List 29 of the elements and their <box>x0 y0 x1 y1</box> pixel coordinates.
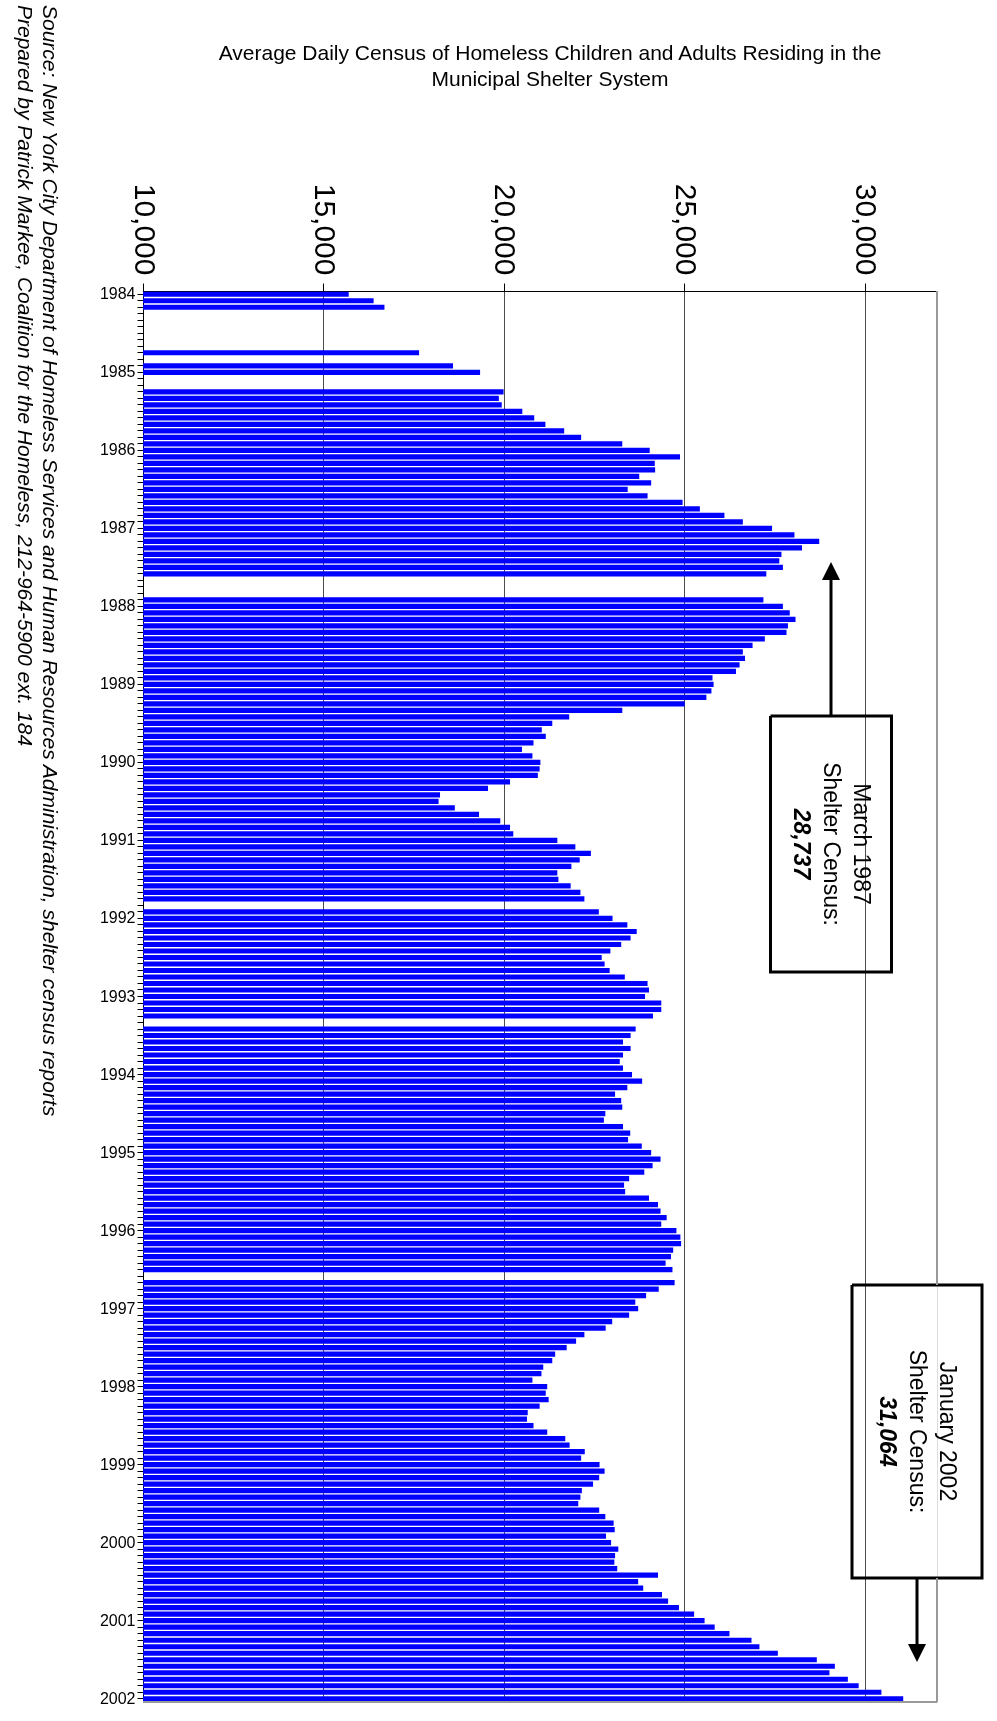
y-tick-label: 1989 <box>99 675 136 693</box>
annotation: March 1987 Shelter Census: 28,737 <box>789 762 875 926</box>
x-tick-label: 30,000 <box>850 183 884 276</box>
y-tick-label: 2000 <box>99 1533 136 1551</box>
text: Prepared by Patrick Markee, Coalition for the Homeless, 212-964-5900 ext. 184 <box>14 5 37 747</box>
x-tick-label: 25,000 <box>669 183 703 276</box>
y-tick-label: 1993 <box>99 987 136 1005</box>
y-tick-label: 2002 <box>99 1689 136 1707</box>
y-tick-label: 1985 <box>99 363 136 381</box>
x-tick-label: 10,000 <box>128 183 162 276</box>
y-tick-label: 2001 <box>99 1611 136 1629</box>
x-tick-label: 20,000 <box>489 183 523 276</box>
y-tick-label: 1988 <box>99 597 136 615</box>
y-tick-label: 1994 <box>99 1065 136 1083</box>
y-tick-label: 1992 <box>99 909 136 927</box>
source-note: Source: New York City Department of Homeless Services and Human Resources Administration, shelter census reports <box>39 5 62 1117</box>
y-tick-label: 1984 <box>99 285 136 303</box>
y-tick-label: 1986 <box>99 441 136 459</box>
y-tick-label: 1991 <box>99 831 136 849</box>
annotation: January 2002 Shelter Census: 31,064 <box>875 1349 961 1514</box>
x-tick-label: 15,000 <box>308 183 342 276</box>
y-tick-label: 1999 <box>99 1455 136 1473</box>
y-tick-label: 1987 <box>99 519 136 537</box>
y-tick-label: 1996 <box>99 1221 136 1239</box>
y-tick-label: 1998 <box>99 1377 136 1395</box>
y-tick-label: 1995 <box>99 1143 136 1161</box>
y-tick-label: 1990 <box>99 753 136 771</box>
y-tick-label: 1997 <box>99 1299 136 1317</box>
chart-title: Average Daily Census of Homeless Children and Adults Residing in the Municipal Shelter System <box>218 41 882 90</box>
